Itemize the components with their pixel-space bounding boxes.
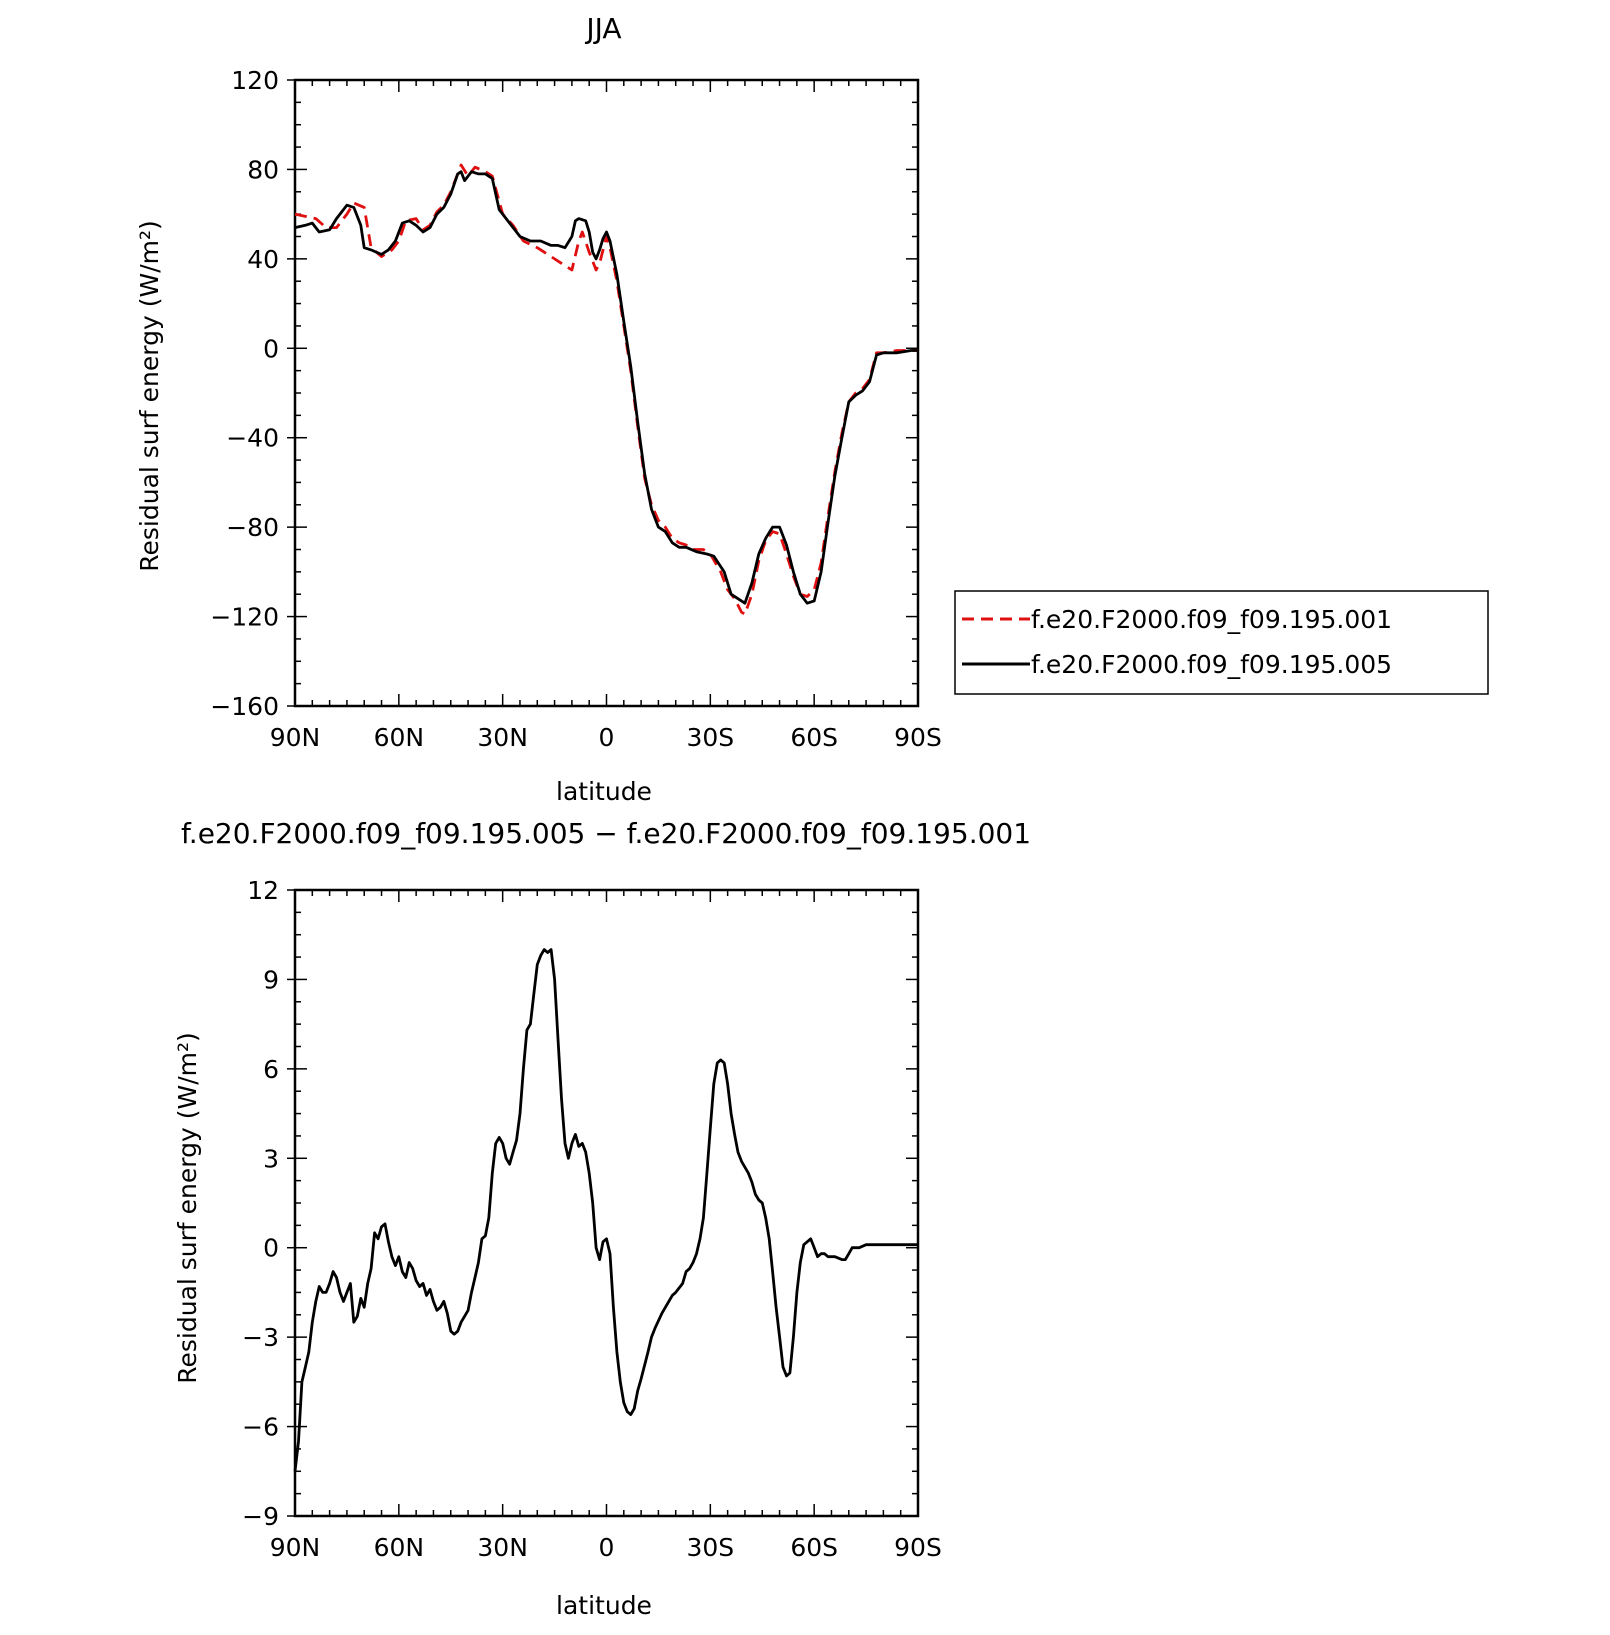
x-tick-label: 60N xyxy=(374,1533,425,1562)
y-tick-label: −6 xyxy=(242,1413,279,1442)
y-tick-label: 40 xyxy=(247,245,279,274)
x-tick-label: 30S xyxy=(686,723,734,752)
top-chart-series xyxy=(294,163,918,616)
bottom-chart-title: f.e20.F2000.f09_f09.195.005 − f.e20.F200… xyxy=(181,817,1031,850)
y-tick-label: −120 xyxy=(210,603,279,632)
x-tick-label: 0 xyxy=(599,723,615,752)
legend-label-series-2: f.e20.F2000.f09_f09.195.005 xyxy=(1031,650,1392,679)
x-tick-label: 60N xyxy=(374,723,425,752)
y-tick-label: −3 xyxy=(242,1323,279,1352)
x-tick-label: 90S xyxy=(894,723,942,752)
y-tick-label: 120 xyxy=(231,66,279,95)
top-chart: JJA 90N 60N 30N 0 30S 60S 90S −160 −120 −80 −40 0 40… xyxy=(135,12,1489,806)
x-tick-label: 0 xyxy=(599,1533,615,1562)
top-chart-ylabel: Residual surf energy (W/m²) xyxy=(135,220,164,572)
series-line-1 xyxy=(293,948,918,1472)
top-chart-title: JJA xyxy=(584,12,621,45)
top-chart-axes: 90N 60N 30N 0 30S 60S 90S −160 −120 −80 −40 0 40 80 12… xyxy=(210,66,942,752)
y-tick-label: −40 xyxy=(226,424,279,453)
y-tick-label: 3 xyxy=(263,1144,279,1173)
x-tick-label: 90N xyxy=(270,723,321,752)
y-tick-label: −80 xyxy=(226,513,279,542)
y-tick-label: −9 xyxy=(242,1502,279,1531)
y-tick-label: −160 xyxy=(210,692,279,721)
top-chart-xlabel: latitude xyxy=(556,777,652,806)
legend-label-series-1: f.e20.F2000.f09_f09.195.001 xyxy=(1031,605,1392,634)
y-tick-label: 12 xyxy=(247,876,279,905)
x-tick-label: 30S xyxy=(686,1533,734,1562)
y-tick-label: 0 xyxy=(263,1234,279,1263)
y-tick-label: 0 xyxy=(263,334,279,363)
y-tick-label: 80 xyxy=(247,155,279,184)
series-line-2 xyxy=(294,170,918,605)
x-tick-label: 30N xyxy=(477,723,528,752)
bottom-chart-axes: 90N 60N 30N 0 30S 60S 90S −9 −6 −3 0 3 6 9 12 xyxy=(242,876,942,1562)
x-tick-label: 90N xyxy=(270,1533,321,1562)
x-tick-label: 90S xyxy=(894,1533,942,1562)
legend: f.e20.F2000.f09_f09.195.001 f.e20.F2000.… xyxy=(954,590,1489,695)
x-tick-label: 60S xyxy=(790,1533,838,1562)
bottom-chart-series xyxy=(293,948,918,1472)
bottom-chart: f.e20.F2000.f09_f09.195.005 − f.e20.F200… xyxy=(173,817,1031,1620)
legend-box xyxy=(954,590,1489,695)
bottom-chart-ylabel: Residual surf energy (W/m²) xyxy=(173,1032,202,1384)
x-tick-label: 60S xyxy=(790,723,838,752)
plot-frame xyxy=(293,888,920,1518)
plot-frame xyxy=(293,78,920,708)
bottom-chart-xlabel: latitude xyxy=(556,1591,652,1620)
x-tick-label: 30N xyxy=(477,1533,528,1562)
y-tick-label: 6 xyxy=(263,1055,279,1084)
y-tick-label: 9 xyxy=(263,965,279,994)
